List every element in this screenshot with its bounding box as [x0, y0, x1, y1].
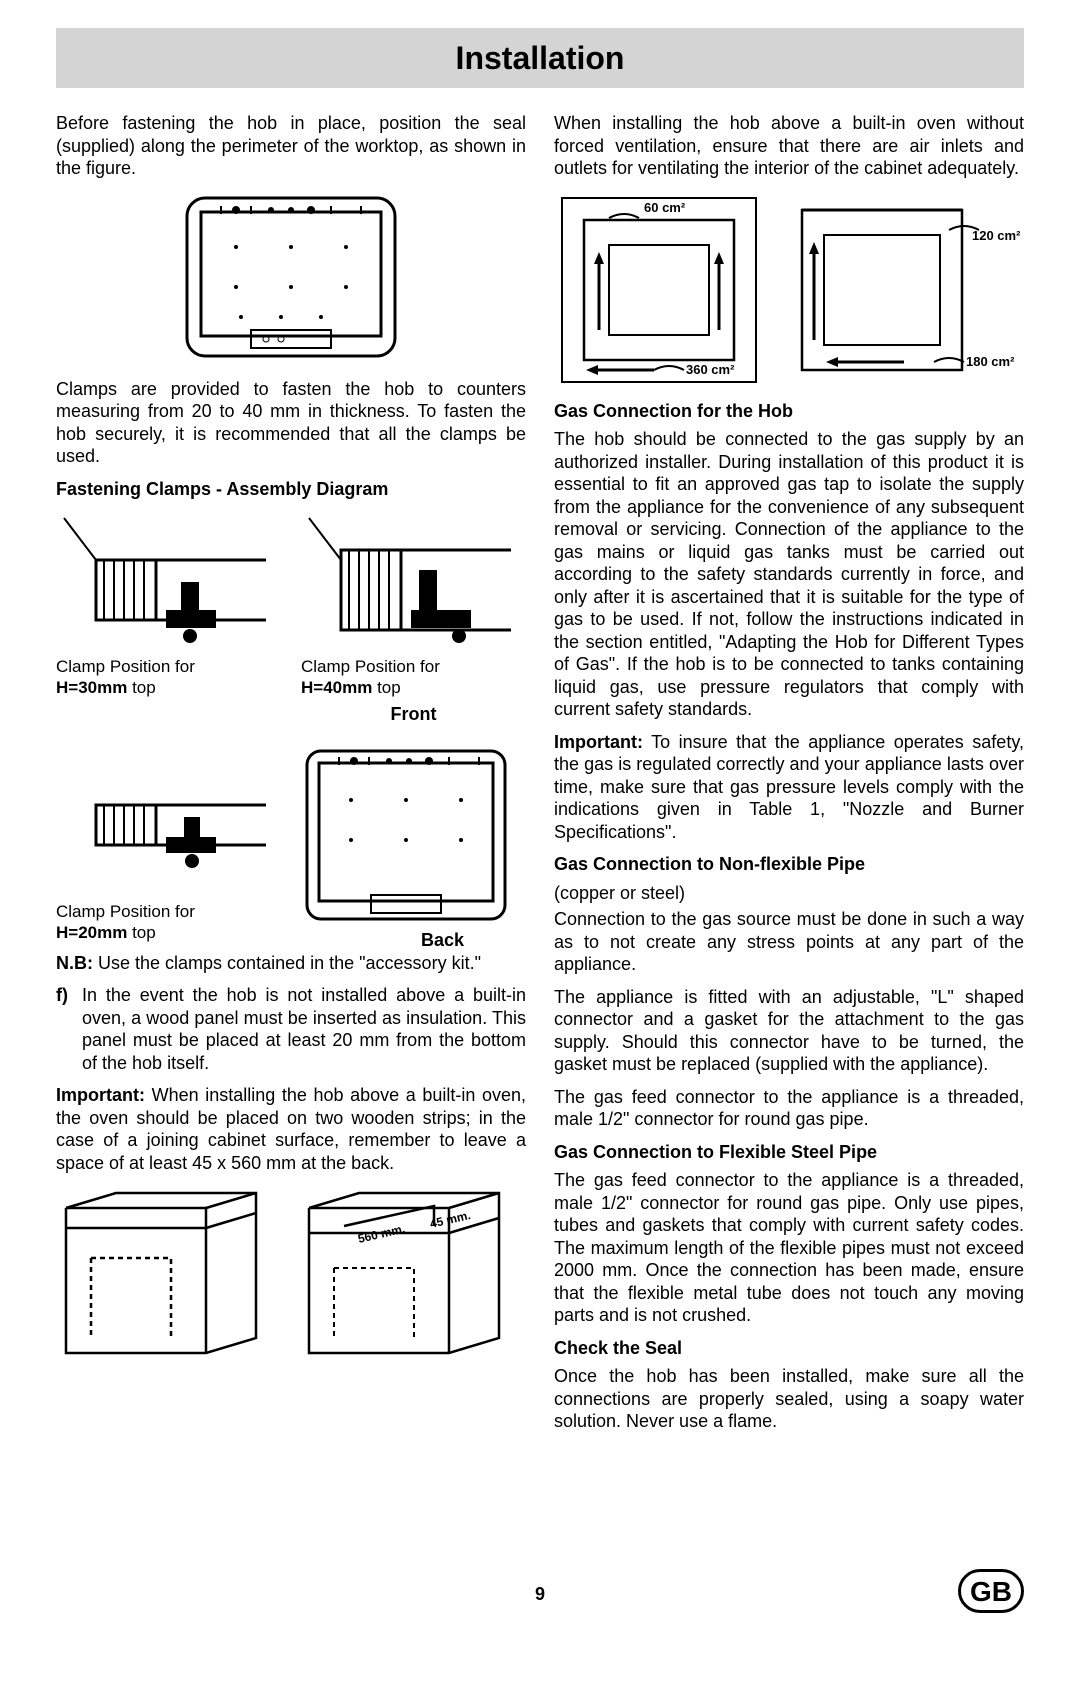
page-number: 9: [535, 1583, 545, 1606]
gas-hob-heading: Gas Connection for the Hob: [554, 400, 1024, 423]
f-text: In the event the hob is not installed ab…: [82, 984, 526, 1074]
clamp-30-diagram: [56, 510, 266, 650]
hob-top-diagram: [181, 192, 401, 362]
seal-p1: Once the hob has been installed, make su…: [554, 1365, 1024, 1433]
clamp-20-suffix: top: [127, 923, 155, 942]
nonflex-sub: (copper or steel): [554, 882, 1024, 905]
nb-text: Use the clamps contained in the "accesso…: [93, 953, 481, 973]
important-bold: Important:: [56, 1085, 145, 1105]
clamp-30-prefix: Clamp Position for: [56, 657, 195, 676]
gas-hob-imp-bold: Important:: [554, 732, 643, 752]
clamp-20-bold: H=20mm: [56, 923, 127, 942]
gas-hob-important: Important: To insure that the appliance …: [554, 731, 1024, 844]
vent1-bottom-label: 360 cm²: [686, 362, 735, 377]
hob-back-diagram: [301, 745, 511, 925]
flex-heading: Gas Connection to Flexible Steel Pipe: [554, 1141, 1024, 1164]
f-marker: f): [56, 984, 82, 1074]
clamp-40-suffix: top: [372, 678, 400, 697]
front-label: Front: [301, 703, 526, 726]
left-column: Before fastening the hob in place, posit…: [56, 112, 526, 1443]
cabinet-diagram-2: 560 mm. 45 mm.: [299, 1188, 509, 1358]
nonflex-p1: Connection to the gas source must be don…: [554, 908, 1024, 976]
nonflex-p2: The appliance is fitted with an adjustab…: [554, 986, 1024, 1076]
clamp-20-diagram: [56, 745, 266, 895]
back-label: Back: [421, 929, 526, 952]
clamp-20-caption: Clamp Position for H=20mm top: [56, 901, 281, 944]
clamp-40-diagram: [301, 510, 511, 650]
clamp-40-prefix: Clamp Position for: [301, 657, 440, 676]
clamp-40-caption: Clamp Position for H=40mm top: [301, 656, 526, 699]
nonflex-p3: The gas feed connector to the appliance …: [554, 1086, 1024, 1131]
right-column: When installing the hob above a built-in…: [554, 112, 1024, 1443]
intro-para: Before fastening the hob in place, posit…: [56, 112, 526, 180]
vent-diagram-1: 60 cm² 360 cm²: [554, 190, 764, 390]
vent-diagram-2: 120 cm² 180 cm²: [794, 190, 1024, 390]
nonflex-heading: Gas Connection to Non-flexible Pipe: [554, 853, 1024, 876]
page-title: Installation: [56, 28, 1024, 88]
clamp-30-bold: H=30mm: [56, 678, 127, 697]
nb-para: N.B: Use the clamps contained in the "ac…: [56, 952, 526, 975]
clamp-30-suffix: top: [127, 678, 155, 697]
fastening-heading: Fastening Clamps - Assembly Diagram: [56, 478, 526, 501]
important-para: Important: When installing the hob above…: [56, 1084, 526, 1174]
vent1-top-label: 60 cm²: [644, 200, 686, 215]
seal-heading: Check the Seal: [554, 1337, 1024, 1360]
country-badge: GB: [958, 1569, 1024, 1613]
nb-bold: N.B:: [56, 953, 93, 973]
cabinet-diagram-1: [56, 1188, 266, 1358]
clamp-intro-para: Clamps are provided to fasten the hob to…: [56, 378, 526, 468]
clamp-20-prefix: Clamp Position for: [56, 902, 195, 921]
list-item-f: f) In the event the hob is not installed…: [56, 984, 526, 1074]
vent2-top-label: 120 cm²: [972, 228, 1021, 243]
vent-intro-para: When installing the hob above a built-in…: [554, 112, 1024, 180]
gas-hob-p1: The hob should be connected to the gas s…: [554, 428, 1024, 721]
flex-p1: The gas feed connector to the appliance …: [554, 1169, 1024, 1327]
vent2-bottom-label: 180 cm²: [966, 354, 1015, 369]
cabinet-w-label: 560 mm.: [357, 1221, 407, 1245]
clamp-30-caption: Clamp Position for H=30mm top: [56, 656, 281, 699]
clamp-40-bold: H=40mm: [301, 678, 372, 697]
